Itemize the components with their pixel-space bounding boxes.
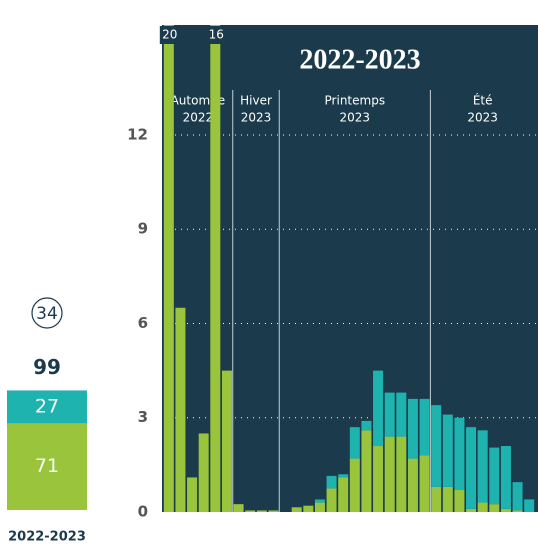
- summary-segment: [7, 423, 87, 510]
- bar-segment: [326, 488, 337, 512]
- bar-segment: [187, 477, 198, 512]
- bar-segment: [361, 420, 372, 431]
- bar-segment: [384, 392, 395, 437]
- bar-segment: [303, 505, 314, 512]
- bar-segment: [373, 370, 384, 447]
- bar-segment: [338, 477, 349, 512]
- bar-segment: [442, 414, 453, 487]
- bar-segment: [442, 486, 453, 512]
- y-tick-label: 9: [138, 220, 148, 238]
- y-tick-label: 3: [138, 408, 148, 426]
- season-label: Hiver: [240, 94, 272, 108]
- summary-value: 71: [35, 455, 59, 477]
- bar-segment: [245, 510, 256, 512]
- value-label: 20: [162, 28, 177, 42]
- bar-segment: [349, 427, 360, 459]
- bar-segment: [256, 510, 267, 512]
- bar-segment: [338, 474, 349, 478]
- bar-segment: [454, 417, 465, 491]
- bar-segment: [210, 25, 221, 512]
- bar-segment: [419, 398, 430, 456]
- bar-segment: [500, 508, 511, 512]
- bar-segment: [431, 486, 442, 512]
- bar-segment: [314, 499, 325, 503]
- bar-segment: [221, 370, 232, 512]
- bar-segment: [198, 433, 209, 512]
- bar-segment: [512, 510, 523, 512]
- summary-segment: [7, 390, 87, 424]
- bar-segment: [373, 446, 384, 512]
- value-label-bg: [206, 26, 227, 44]
- bar-segment: [163, 25, 174, 512]
- chart-title: 2022-2023: [299, 44, 420, 75]
- y-tick-label: 0: [138, 503, 148, 521]
- bar-segment: [326, 475, 337, 489]
- bar-segment: [454, 490, 465, 512]
- bar-segment: [361, 430, 372, 512]
- y-tick-label: 6: [138, 314, 148, 332]
- bar-segment: [291, 507, 302, 512]
- season-label: Printemps: [325, 94, 386, 108]
- y-tick-label: 12: [127, 125, 148, 143]
- bar-segment: [466, 427, 477, 509]
- bar-segment: [466, 508, 477, 512]
- bar-segment: [489, 447, 500, 505]
- bar-segment: [384, 436, 395, 512]
- bar-segment: [500, 446, 511, 509]
- bar-segment: [175, 307, 186, 512]
- season-label: 2023: [340, 111, 371, 125]
- summary-circle: [31, 297, 63, 329]
- bar-segment: [314, 502, 325, 512]
- bar-segment: [477, 430, 488, 503]
- bar-segment: [489, 504, 500, 512]
- bar-segment: [477, 502, 488, 512]
- bar-segment: [407, 458, 418, 512]
- bar-segment: [268, 510, 279, 512]
- season-label: 2022: [183, 111, 214, 125]
- summary-value: 27: [35, 395, 59, 417]
- summary-label: 2022-2023: [8, 530, 86, 545]
- bar-segment: [396, 436, 407, 512]
- summary-total: 99: [33, 355, 61, 379]
- bar-segment: [419, 455, 430, 512]
- bar-segment: [349, 458, 360, 512]
- season-label: 2023: [241, 111, 272, 125]
- summary-circle-value: 34: [36, 304, 58, 324]
- season-label: 2023: [467, 111, 498, 125]
- season-label: Été: [473, 93, 493, 108]
- bar-segment: [407, 398, 418, 459]
- bar-segment: [524, 499, 535, 512]
- value-label-bg: [159, 26, 180, 44]
- bar-segment: [512, 482, 523, 511]
- bar-segment: [233, 504, 244, 512]
- bar-segment: [431, 405, 442, 487]
- value-label: 16: [209, 28, 224, 42]
- bar-segment: [396, 392, 407, 437]
